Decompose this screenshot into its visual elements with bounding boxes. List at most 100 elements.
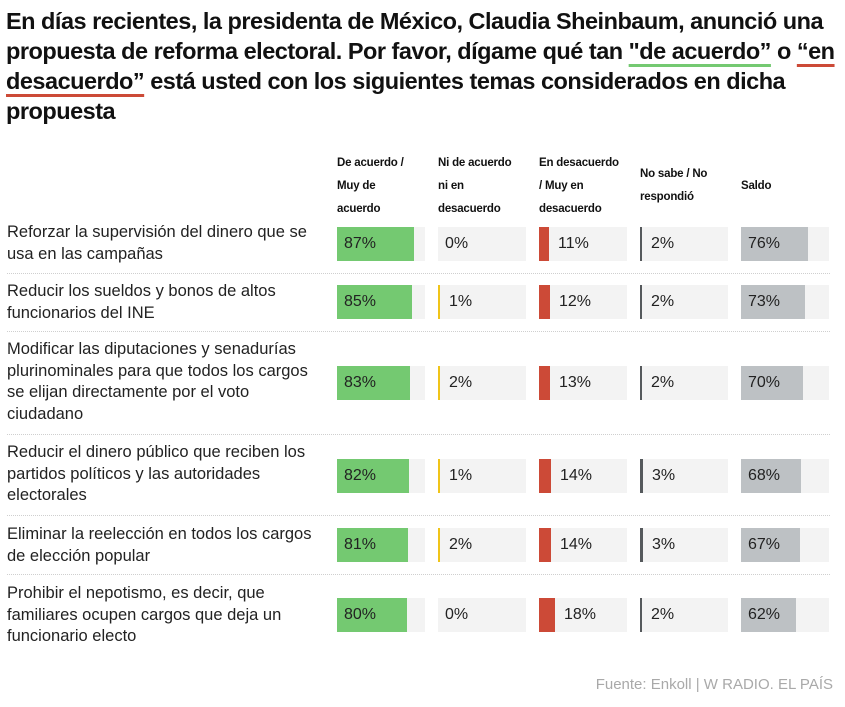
bar-balance — [741, 598, 796, 632]
bar-agree — [337, 285, 412, 319]
bar-agree — [337, 227, 414, 261]
value-label: 2% — [651, 235, 675, 252]
column-header-line: No sabe / No — [640, 168, 708, 180]
value-label: 67% — [748, 536, 781, 553]
column-header-line: desacuerdo — [438, 203, 501, 215]
column-header-line: respondió — [640, 191, 694, 203]
bar-neutral — [438, 459, 440, 493]
value-label: 2% — [651, 293, 675, 310]
column-header-unknown: No sabe / No respondió — [640, 163, 707, 209]
bar-cell-neutral: 0% — [438, 598, 526, 632]
bar-disagree — [539, 459, 551, 493]
column-header-balance: Saldo — [741, 175, 772, 198]
row-label: Reducir el dinero público que reciben lo… — [7, 443, 306, 504]
bar-cell-disagree: 18% — [539, 598, 627, 632]
bar-agree — [337, 459, 409, 493]
title-text: o — [770, 38, 797, 64]
value-label: 1% — [449, 293, 473, 310]
bar-cell-disagree: 11% — [539, 227, 627, 261]
value-label: 62% — [748, 606, 781, 623]
value-label: 14% — [560, 467, 593, 484]
value-label: 12% — [559, 293, 592, 310]
chart-title: En días recientes, la presidenta de Méxi… — [6, 6, 836, 126]
column-header-line: ni en — [438, 180, 464, 192]
bar-cell-neutral: 1% — [438, 285, 526, 319]
column-header-line: desacuerdo — [539, 203, 602, 215]
bar-cell-balance: 73% — [741, 285, 829, 319]
bar-cell-neutral: 2% — [438, 528, 526, 562]
row-label: Prohibir el nepotismo, es decir, que fam… — [7, 584, 282, 645]
column-header-line: / Muy en — [539, 180, 584, 192]
bar-cell-agree: 82% — [337, 459, 425, 493]
bar-unknown — [640, 459, 643, 493]
bar-cell-balance: 62% — [741, 598, 829, 632]
bar-cell-disagree: 12% — [539, 285, 627, 319]
bar-unknown — [640, 598, 642, 632]
bar-unknown — [640, 528, 643, 562]
value-label: 3% — [652, 536, 676, 553]
value-label: 18% — [564, 606, 597, 623]
bar-cell-unknown: 2% — [640, 366, 728, 400]
bar-cell-neutral: 0% — [438, 227, 526, 261]
bar-cell-unknown: 3% — [640, 459, 728, 493]
bar-agree — [337, 598, 407, 632]
value-label: 87% — [344, 235, 377, 252]
bar-disagree — [539, 366, 550, 400]
source-note: Fuente: Enkoll | W RADIO. EL PAÍS — [595, 676, 833, 693]
column-header-neutral: Ni de acuerdo ni en desacuerdo — [438, 152, 512, 221]
bar-unknown — [640, 366, 642, 400]
bar-cell-unknown: 2% — [640, 598, 728, 632]
column-header-line: En desacuerdo — [539, 157, 619, 169]
bar-cell-neutral: 1% — [438, 459, 526, 493]
bar-cell-agree: 80% — [337, 598, 425, 632]
value-label: 2% — [449, 374, 473, 391]
bar-balance — [741, 366, 803, 400]
bar-cell-balance: 70% — [741, 366, 829, 400]
value-label: 2% — [651, 374, 675, 391]
bar-cell-agree: 85% — [337, 285, 425, 319]
bar-neutral — [438, 528, 440, 562]
value-label: 2% — [449, 536, 473, 553]
bar-cell-agree: 83% — [337, 366, 425, 400]
bar-disagree — [539, 227, 549, 261]
value-label: 82% — [344, 467, 377, 484]
value-label: 2% — [651, 606, 675, 623]
bar-cell-disagree: 13% — [539, 366, 627, 400]
value-label: 68% — [748, 467, 781, 484]
bar-disagree — [539, 598, 555, 632]
row-label: Reducir los sueldos y bonos de altos fun… — [7, 282, 276, 322]
row-divider — [7, 434, 830, 435]
value-label: 76% — [748, 235, 781, 252]
bar-unknown — [640, 227, 642, 261]
bar-neutral — [438, 285, 440, 319]
bar-cell-balance: 68% — [741, 459, 829, 493]
value-label: 73% — [748, 293, 781, 310]
bar-balance — [741, 459, 801, 493]
bar-balance — [741, 227, 808, 261]
value-label: 83% — [344, 374, 377, 391]
title-text: En días recientes, la presidenta de Méxi… — [6, 8, 824, 64]
value-label: 3% — [652, 467, 676, 484]
value-label: 81% — [344, 536, 377, 553]
bar-balance — [741, 285, 805, 319]
row-label: Reforzar la supervisión del dinero que s… — [7, 223, 307, 263]
title-agree-highlight: "de acuerdo” — [628, 38, 772, 64]
bar-agree — [337, 528, 408, 562]
column-header-agree: De acuerdo / Muy de acuerdo — [337, 152, 404, 221]
bar-cell-agree: 81% — [337, 528, 425, 562]
bar-cell-unknown: 2% — [640, 285, 728, 319]
column-header-line: De acuerdo / — [337, 157, 404, 169]
column-header-line: Ni de acuerdo — [438, 157, 512, 169]
bar-balance — [741, 528, 800, 562]
title-text: está usted con los siguientes temas cons… — [6, 68, 786, 124]
bar-cell-disagree: 14% — [539, 528, 627, 562]
value-label: 11% — [558, 235, 589, 252]
row-divider — [7, 515, 830, 516]
value-label: 1% — [449, 467, 473, 484]
column-header-line: Muy de — [337, 180, 376, 192]
bar-neutral — [438, 366, 440, 400]
column-header-disagree: En desacuerdo / Muy en desacuerdo — [539, 152, 619, 221]
row-divider — [7, 331, 830, 332]
bar-disagree — [539, 285, 550, 319]
row-divider — [7, 574, 830, 575]
